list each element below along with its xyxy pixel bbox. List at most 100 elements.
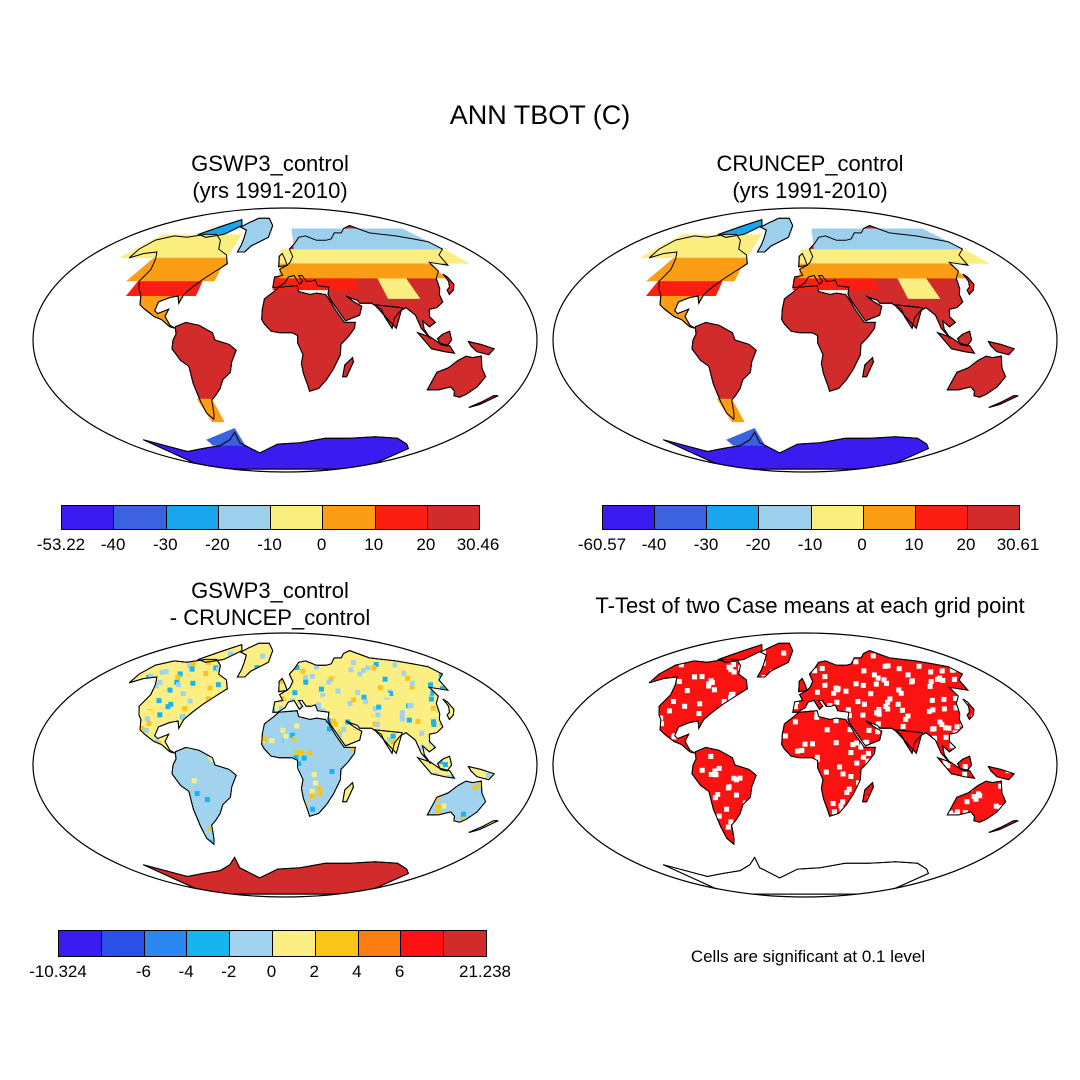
colorbar-tl-tick: -53.22 bbox=[36, 535, 86, 554]
grid-cell bbox=[704, 807, 710, 813]
grid-cell bbox=[758, 696, 764, 702]
grid-cell bbox=[437, 832, 443, 838]
grid-cell bbox=[937, 765, 943, 771]
grid-cell bbox=[640, 777, 645, 782]
grid-cell bbox=[539, 694, 540, 699]
grid-cell bbox=[570, 760, 575, 765]
colorbar-tr-tick: 30.61 bbox=[996, 535, 1040, 554]
grid-cell bbox=[732, 734, 738, 740]
grid-cell bbox=[118, 754, 123, 759]
grid-cell bbox=[375, 712, 381, 718]
grid-cell bbox=[487, 702, 493, 708]
grid-cell bbox=[468, 811, 474, 817]
grid-cell bbox=[358, 744, 363, 750]
grid-cell bbox=[703, 824, 708, 830]
grid-cell bbox=[910, 831, 916, 837]
colorbar-tl-tick: 0 bbox=[316, 535, 327, 554]
grid-cell bbox=[152, 794, 158, 800]
grid-cell bbox=[824, 727, 830, 733]
grid-cell bbox=[320, 693, 326, 699]
grid-cell bbox=[563, 831, 568, 836]
grid-cell bbox=[684, 688, 690, 694]
grid-cell bbox=[160, 773, 166, 779]
grid-cell bbox=[1035, 697, 1040, 702]
grid-cell bbox=[1019, 733, 1024, 738]
grid-cell bbox=[927, 794, 933, 800]
grid-cell bbox=[760, 739, 766, 745]
grid-cell bbox=[203, 671, 209, 676]
grid-cell bbox=[1014, 741, 1019, 747]
grid-cell bbox=[182, 752, 188, 758]
grid-cell bbox=[355, 690, 361, 695]
grid-cell bbox=[606, 753, 611, 758]
grid-cell bbox=[860, 682, 866, 688]
grid-cell bbox=[301, 755, 307, 761]
temperature-band bbox=[799, 263, 967, 279]
grid-cell bbox=[583, 657, 588, 662]
grid-cell bbox=[360, 765, 366, 771]
grid-cell bbox=[269, 838, 275, 844]
grid-cell bbox=[470, 738, 476, 744]
grid-cell bbox=[291, 831, 297, 836]
grid-cell bbox=[792, 776, 798, 782]
grid-cell bbox=[102, 709, 107, 714]
grid-cell bbox=[421, 811, 427, 817]
grid-cell bbox=[575, 737, 580, 742]
grid-cell bbox=[1011, 799, 1017, 805]
grid-cell bbox=[756, 764, 761, 770]
grid-cell bbox=[79, 777, 84, 782]
grid-cell bbox=[447, 803, 453, 809]
grid-cell bbox=[451, 789, 457, 795]
grid-cell bbox=[680, 757, 686, 763]
grid-cell bbox=[368, 808, 374, 814]
grid-cell bbox=[595, 670, 600, 675]
grid-cell bbox=[834, 687, 840, 693]
grid-cell bbox=[309, 793, 315, 799]
grid-cell bbox=[625, 715, 630, 720]
grid-cell bbox=[995, 762, 1001, 768]
grid-cell bbox=[855, 827, 861, 833]
grid-cell bbox=[907, 837, 913, 843]
grid-cell bbox=[118, 794, 123, 799]
colorbar-bl-swatch bbox=[101, 931, 145, 956]
grid-cell bbox=[242, 749, 247, 755]
grid-cell bbox=[273, 681, 279, 686]
grid-cell bbox=[772, 835, 778, 841]
grid-cell bbox=[552, 687, 557, 692]
grid-cell bbox=[492, 788, 497, 794]
grid-cell bbox=[52, 715, 57, 720]
grid-cell bbox=[659, 721, 664, 727]
grid-cell bbox=[524, 719, 529, 724]
grid-cell bbox=[458, 840, 464, 845]
grid-cell bbox=[274, 695, 280, 701]
grid-cell bbox=[264, 772, 270, 778]
grid-cell bbox=[993, 689, 999, 695]
grid-cell bbox=[83, 653, 88, 658]
grid-cell bbox=[785, 791, 791, 797]
grid-cell bbox=[877, 767, 883, 773]
grid-cell bbox=[896, 652, 902, 658]
grid-cell bbox=[520, 738, 525, 743]
landmass-australia bbox=[946, 355, 1007, 398]
coastline-northAmerica bbox=[648, 233, 748, 329]
grid-cell bbox=[748, 848, 753, 853]
grid-cell bbox=[1026, 780, 1031, 785]
colorbar-tr-swatch bbox=[863, 506, 916, 529]
grid-cell bbox=[452, 843, 458, 845]
grid-cell bbox=[228, 830, 234, 836]
grid-cell bbox=[942, 759, 948, 765]
grid-cell bbox=[878, 749, 884, 755]
grid-cell bbox=[98, 653, 103, 658]
grid-cell bbox=[312, 831, 318, 837]
grid-cell bbox=[419, 730, 425, 736]
grid-cell bbox=[900, 723, 906, 729]
grid-cell bbox=[369, 790, 375, 796]
grid-cell bbox=[286, 841, 292, 845]
grid-cell bbox=[34, 762, 39, 767]
grid-cell bbox=[240, 712, 246, 718]
grid-cell bbox=[426, 658, 432, 664]
grid-cell bbox=[945, 763, 951, 769]
grid-cell bbox=[522, 700, 527, 705]
grid-cell bbox=[991, 735, 997, 741]
grid-cell bbox=[387, 762, 393, 767]
